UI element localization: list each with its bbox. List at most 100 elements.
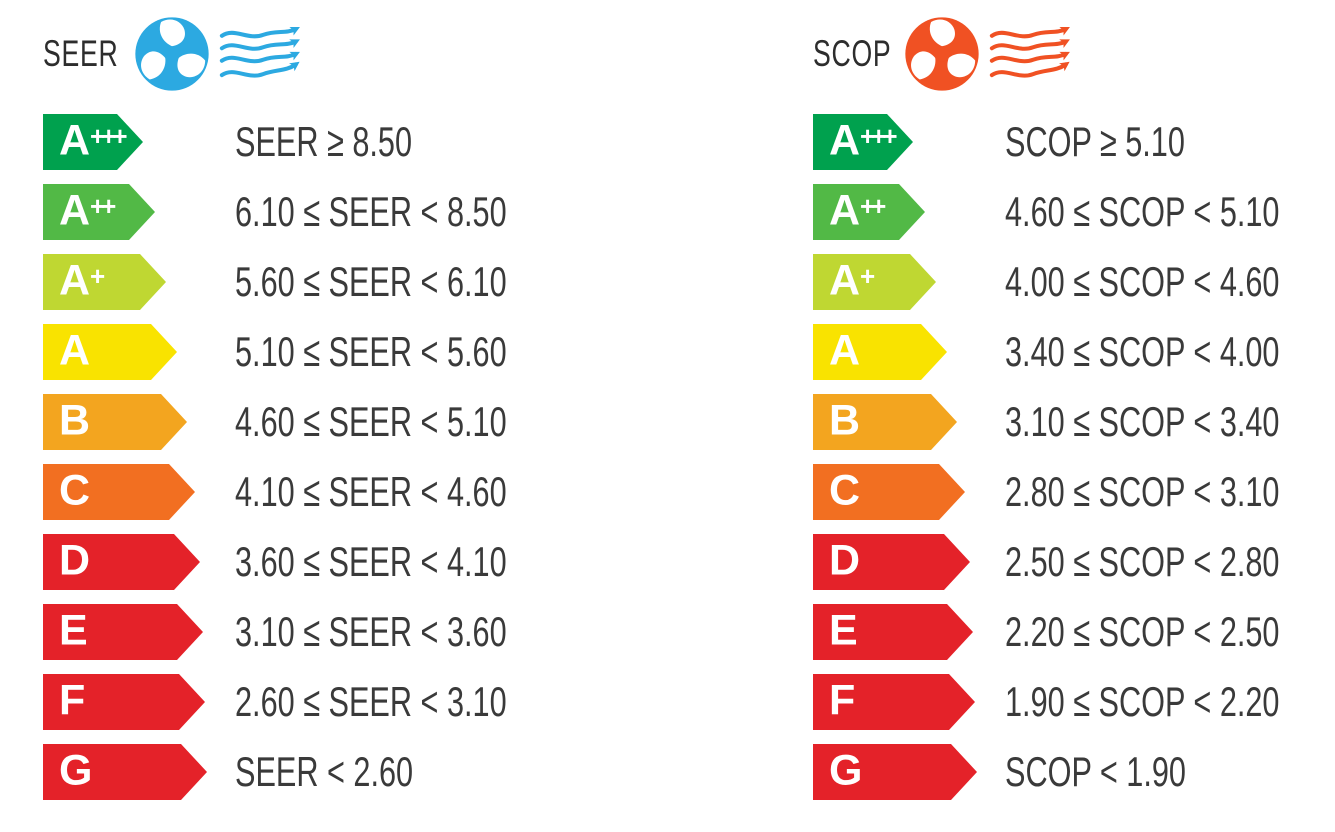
rating-grade: E bbox=[829, 606, 858, 655]
rating-arrow: C bbox=[43, 464, 195, 520]
seer-rating-scale: A +++ SEER ≥ 8.50 A ++ 6.10 ≤ SEER < 8.5… bbox=[43, 107, 507, 807]
rating-arrow: A + bbox=[43, 254, 166, 310]
rating-range: 5.60 ≤ SEER < 6.10 bbox=[235, 258, 507, 305]
fan-icon bbox=[133, 15, 211, 93]
rating-grade: A bbox=[829, 186, 861, 235]
rating-range: 2.20 ≤ SCOP < 2.50 bbox=[1005, 608, 1280, 655]
rating-row: A +++ SEER ≥ 8.50 bbox=[43, 107, 412, 177]
airflow-arrows-icon bbox=[989, 22, 1081, 86]
rating-range: 2.60 ≤ SEER < 3.10 bbox=[235, 678, 507, 725]
fan-icon bbox=[903, 15, 981, 93]
rating-grade: F bbox=[59, 676, 86, 725]
rating-row: A 3.40 ≤ SCOP < 4.00 bbox=[813, 317, 1279, 387]
rating-grade: B bbox=[829, 396, 861, 445]
seer-title: SEER bbox=[43, 32, 119, 74]
rating-range: 3.10 ≤ SEER < 3.60 bbox=[235, 608, 507, 655]
rating-row: E 3.10 ≤ SEER < 3.60 bbox=[43, 597, 507, 667]
rating-range: SCOP ≥ 5.10 bbox=[1005, 118, 1185, 165]
rating-row: D 3.60 ≤ SEER < 4.10 bbox=[43, 527, 507, 597]
rating-arrow: A +++ bbox=[813, 114, 913, 170]
rating-row: F 2.60 ≤ SEER < 3.10 bbox=[43, 667, 507, 737]
rating-grade: A bbox=[59, 116, 91, 165]
rating-grade: D bbox=[59, 536, 91, 585]
rating-row: A ++ 4.60 ≤ SCOP < 5.10 bbox=[813, 177, 1279, 247]
rating-row: A 5.10 ≤ SEER < 5.60 bbox=[43, 317, 507, 387]
seer-column-header: SEER bbox=[43, 0, 311, 107]
rating-arrow: B bbox=[813, 394, 957, 450]
scop-rating-scale: A +++ SCOP ≥ 5.10 A ++ 4.60 ≤ SCOP < 5.1… bbox=[813, 107, 1279, 807]
rating-range: 3.40 ≤ SCOP < 4.00 bbox=[1005, 328, 1280, 375]
rating-plus: + bbox=[90, 261, 102, 291]
rating-row: A +++ SCOP ≥ 5.10 bbox=[813, 107, 1185, 177]
rating-row: C 4.10 ≤ SEER < 4.60 bbox=[43, 457, 507, 527]
rating-arrow: A bbox=[813, 324, 947, 380]
rating-arrow: A ++ bbox=[43, 184, 155, 240]
scop-title: SCOP bbox=[813, 32, 892, 74]
rating-grade: E bbox=[59, 606, 88, 655]
rating-arrow: A + bbox=[813, 254, 936, 310]
rating-row: A + 5.60 ≤ SEER < 6.10 bbox=[43, 247, 507, 317]
rating-plus: +++ bbox=[90, 121, 124, 151]
rating-row: F 1.90 ≤ SCOP < 2.20 bbox=[813, 667, 1279, 737]
rating-range: 4.60 ≤ SEER < 5.10 bbox=[235, 398, 507, 445]
rating-plus: +++ bbox=[860, 121, 894, 151]
scop-title-box: SCOP bbox=[813, 33, 903, 75]
rating-range: 3.10 ≤ SCOP < 3.40 bbox=[1005, 398, 1280, 445]
rating-row: A ++ 6.10 ≤ SEER < 8.50 bbox=[43, 177, 507, 247]
rating-arrow: A +++ bbox=[43, 114, 143, 170]
rating-range: 4.60 ≤ SCOP < 5.10 bbox=[1005, 188, 1280, 235]
rating-arrow: F bbox=[43, 674, 205, 730]
rating-arrow: E bbox=[813, 604, 973, 660]
rating-range: 4.00 ≤ SCOP < 4.60 bbox=[1005, 258, 1280, 305]
rating-grade: C bbox=[59, 466, 91, 515]
rating-range: SEER < 2.60 bbox=[235, 748, 414, 795]
rating-arrow: A ++ bbox=[813, 184, 925, 240]
rating-grade: A bbox=[829, 116, 861, 165]
rating-grade: A bbox=[59, 256, 91, 305]
airflow-arrows-icon bbox=[219, 22, 311, 86]
rating-grade: C bbox=[829, 466, 861, 515]
rating-arrow: E bbox=[43, 604, 203, 660]
rating-grade: G bbox=[59, 746, 93, 795]
rating-row: D 2.50 ≤ SCOP < 2.80 bbox=[813, 527, 1279, 597]
rating-grade: A bbox=[59, 326, 91, 375]
rating-range: SCOP < 1.90 bbox=[1005, 748, 1186, 795]
rating-grade: D bbox=[829, 536, 861, 585]
rating-plus: ++ bbox=[860, 191, 883, 221]
rating-row: C 2.80 ≤ SCOP < 3.10 bbox=[813, 457, 1279, 527]
rating-range: 1.90 ≤ SCOP < 2.20 bbox=[1005, 678, 1280, 725]
rating-arrow: G bbox=[813, 744, 977, 800]
rating-range: 6.10 ≤ SEER < 8.50 bbox=[235, 188, 507, 235]
rating-arrow: F bbox=[813, 674, 975, 730]
rating-grade: F bbox=[829, 676, 856, 725]
seer-column: SEER bbox=[43, 0, 507, 807]
rating-arrow: D bbox=[813, 534, 970, 590]
seer-title-box: SEER bbox=[43, 33, 133, 75]
rating-row: E 2.20 ≤ SCOP < 2.50 bbox=[813, 597, 1279, 667]
rating-arrow: G bbox=[43, 744, 207, 800]
rating-arrow: D bbox=[43, 534, 200, 590]
scop-column-header: SCOP bbox=[813, 0, 1081, 107]
rating-arrow: B bbox=[43, 394, 187, 450]
rating-range: 2.50 ≤ SCOP < 2.80 bbox=[1005, 538, 1280, 585]
rating-row: A + 4.00 ≤ SCOP < 4.60 bbox=[813, 247, 1279, 317]
rating-range: 3.60 ≤ SEER < 4.10 bbox=[235, 538, 507, 585]
rating-row: B 4.60 ≤ SEER < 5.10 bbox=[43, 387, 507, 457]
rating-plus: + bbox=[860, 261, 872, 291]
rating-arrow: C bbox=[813, 464, 965, 520]
rating-arrow: A bbox=[43, 324, 177, 380]
rating-range: SEER ≥ 8.50 bbox=[235, 118, 413, 165]
rating-plus: ++ bbox=[90, 191, 113, 221]
rating-range: 4.10 ≤ SEER < 4.60 bbox=[235, 468, 507, 515]
rating-grade: A bbox=[829, 326, 861, 375]
scop-column: SCOP bbox=[813, 0, 1279, 807]
rating-grade: G bbox=[829, 746, 863, 795]
rating-range: 5.10 ≤ SEER < 5.60 bbox=[235, 328, 507, 375]
rating-grade: B bbox=[59, 396, 91, 445]
rating-range: 2.80 ≤ SCOP < 3.10 bbox=[1005, 468, 1280, 515]
rating-row: G SCOP < 1.90 bbox=[813, 737, 1186, 807]
rating-row: G SEER < 2.60 bbox=[43, 737, 413, 807]
rating-grade: A bbox=[829, 256, 861, 305]
rating-grade: A bbox=[59, 186, 91, 235]
rating-row: B 3.10 ≤ SCOP < 3.40 bbox=[813, 387, 1279, 457]
